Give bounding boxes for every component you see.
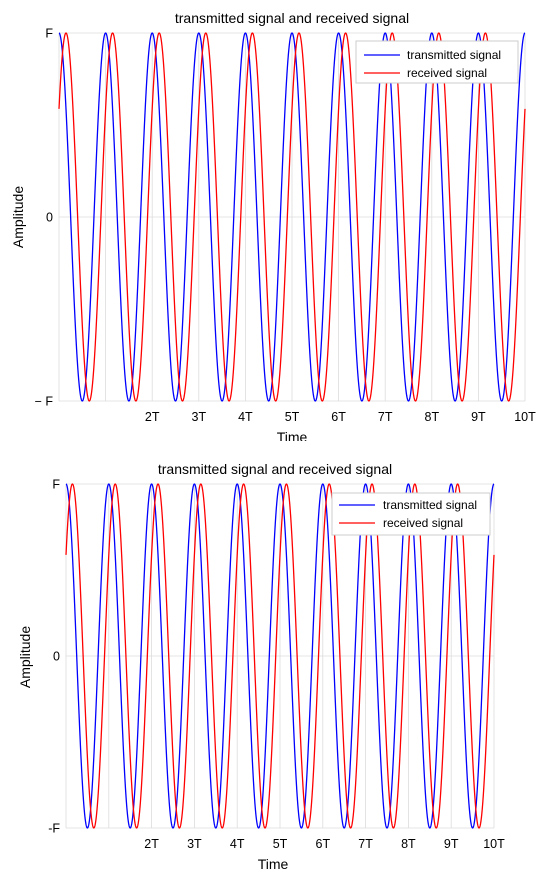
x-tick-label: 7T <box>358 837 373 851</box>
chart-title: transmitted signal and received signal <box>158 461 392 477</box>
series-line-transmitted <box>65 483 495 829</box>
y-tick-label: 0 <box>53 650 60 664</box>
series-line-transmitted <box>58 32 526 402</box>
y-tick-label: − F <box>35 395 54 409</box>
y-axis-label: Amplitude <box>17 626 33 688</box>
y-axis-label: Amplitude <box>10 186 26 248</box>
legend-label-received: received signal <box>383 516 463 530</box>
x-tick-label: 5T <box>273 837 288 851</box>
x-tick-label: 8T <box>425 410 440 424</box>
x-tick-label: 4T <box>238 410 253 424</box>
x-tick-label: 4T <box>230 837 245 851</box>
x-axis-label: Time <box>277 429 308 441</box>
y-tick-label: 0 <box>46 211 53 225</box>
x-tick-label: 9T <box>471 410 486 424</box>
x-tick-label: 8T <box>401 837 416 851</box>
y-tick-label: F <box>45 27 53 41</box>
x-tick-label: 2T <box>144 837 159 851</box>
legend-label-transmitted: transmitted signal <box>407 48 501 62</box>
y-tick-label: F <box>52 478 60 492</box>
x-tick-label: 3T <box>187 837 202 851</box>
legend-label-transmitted: transmitted signal <box>383 498 477 512</box>
x-tick-label: 3T <box>192 410 207 424</box>
legend-label-received: received signal <box>407 66 487 80</box>
y-tick-label: -F <box>48 822 60 836</box>
series-line-received <box>65 483 495 829</box>
x-tick-label: 6T <box>316 837 331 851</box>
x-tick-label: 5T <box>285 410 300 424</box>
chart-top: transmitted signal and received signal A… <box>10 10 536 441</box>
x-tick-label: 10T <box>514 410 536 424</box>
x-tick-label: 7T <box>378 410 393 424</box>
legend: transmitted signal received signal <box>331 492 491 536</box>
legend: transmitted signal received signal <box>355 40 519 84</box>
x-axis-label: Time <box>258 856 289 872</box>
legend-box <box>355 40 519 84</box>
x-tick-label: 2T <box>145 410 160 424</box>
x-tick-label: 10T <box>483 837 505 851</box>
x-tick-label: 9T <box>444 837 459 851</box>
x-tick-label: 6T <box>331 410 346 424</box>
chart-title: transmitted signal and received signal <box>175 10 409 26</box>
legend-box <box>331 492 491 536</box>
series-line-received <box>58 32 526 402</box>
chart-bottom: transmitted signal and received signal A… <box>17 461 505 872</box>
